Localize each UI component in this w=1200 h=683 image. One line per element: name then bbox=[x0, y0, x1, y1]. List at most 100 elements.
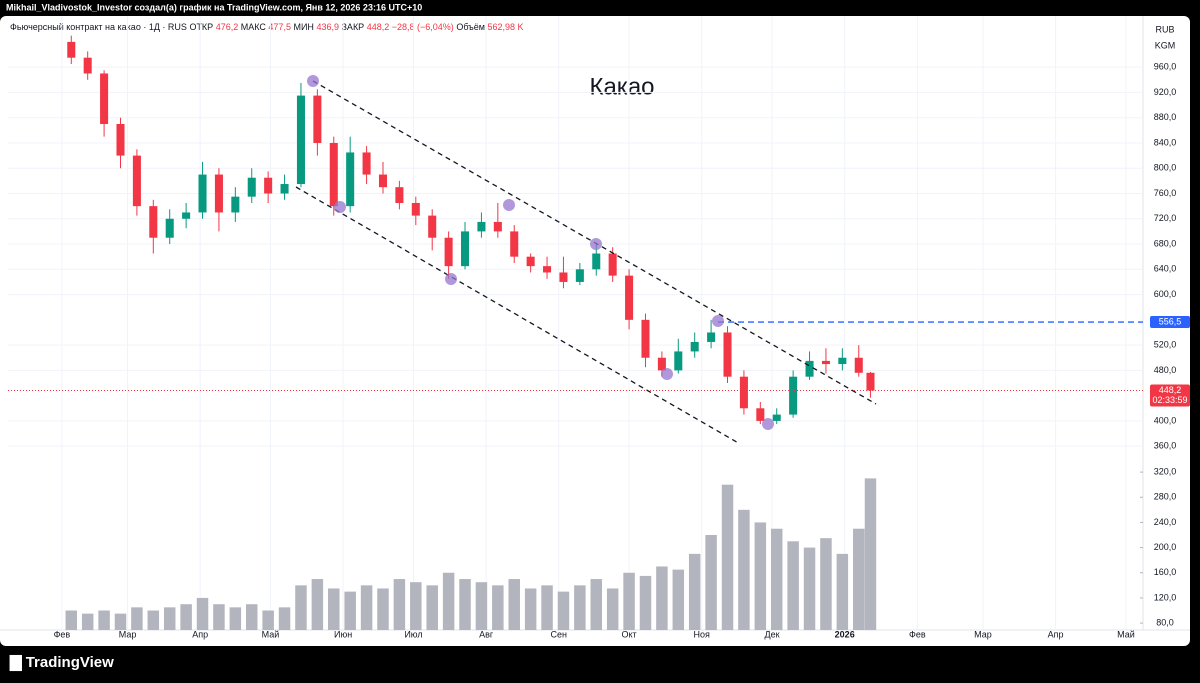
candle-body bbox=[838, 357, 847, 365]
y-tick-label: 800,0 bbox=[1154, 163, 1177, 173]
volume-bar bbox=[639, 575, 652, 630]
volume-bar bbox=[229, 607, 242, 630]
x-tick-label: Апр bbox=[1048, 629, 1064, 639]
volume-bar bbox=[278, 607, 291, 630]
price-label: 556,5 bbox=[1159, 316, 1182, 326]
volume-bar bbox=[295, 585, 307, 630]
x-tick-label: Дек bbox=[765, 629, 780, 639]
candle-body bbox=[739, 376, 748, 409]
candle-body bbox=[149, 206, 158, 238]
candle-body bbox=[625, 275, 634, 320]
volume-bar bbox=[721, 484, 734, 630]
brand-logo: ▇ TradingView bbox=[9, 654, 114, 672]
candle-body bbox=[132, 155, 141, 207]
volume-bar bbox=[213, 604, 225, 630]
marker bbox=[661, 368, 673, 380]
candle-body bbox=[608, 253, 617, 276]
y-tick-label: 480,0 bbox=[1154, 365, 1177, 375]
volume-bar bbox=[492, 585, 504, 630]
candle-body bbox=[214, 174, 223, 213]
candle-body bbox=[264, 177, 273, 194]
candle-body bbox=[100, 73, 109, 125]
trend-line bbox=[295, 186, 741, 445]
currency: RUB bbox=[1155, 24, 1174, 34]
candle-body bbox=[756, 408, 765, 421]
volume-bar bbox=[508, 579, 520, 630]
volume-tick-label: 200,0 bbox=[1154, 542, 1177, 552]
y-tick-label: 640,0 bbox=[1154, 264, 1177, 274]
volume-bar bbox=[672, 569, 685, 630]
y-tick-label: 720,0 bbox=[1154, 213, 1177, 223]
candle-body bbox=[575, 269, 584, 282]
y-tick-label: 600,0 bbox=[1154, 289, 1177, 299]
volume-bar bbox=[606, 588, 619, 630]
price-label-bg bbox=[1150, 316, 1190, 329]
marker bbox=[445, 273, 457, 285]
volume-bar bbox=[147, 610, 160, 630]
candle-body bbox=[165, 218, 174, 238]
volume-bar bbox=[688, 553, 701, 630]
legend-label: Объём bbox=[456, 22, 485, 32]
volume-bar bbox=[377, 588, 389, 630]
volume-tick-label: 80,0 bbox=[1156, 617, 1174, 627]
brand-name: TradingView bbox=[26, 654, 114, 671]
volume-tick-label: 320,0 bbox=[1154, 466, 1177, 476]
candle-body bbox=[789, 376, 798, 415]
candle-body bbox=[444, 237, 453, 267]
y-tick-label: 880,0 bbox=[1154, 112, 1177, 122]
volume-bar bbox=[475, 582, 488, 630]
volume-bar bbox=[81, 613, 94, 630]
legend-label: МИН bbox=[293, 22, 313, 32]
x-tick-label: Ноя bbox=[694, 629, 711, 639]
candle-body bbox=[67, 41, 76, 58]
candle-body bbox=[247, 177, 256, 197]
candle-body bbox=[592, 253, 601, 270]
candle-body bbox=[559, 272, 568, 282]
candle-body bbox=[362, 152, 371, 175]
y-tick-label: 400,0 bbox=[1154, 415, 1177, 425]
x-tick-label: Фев bbox=[909, 629, 926, 639]
legend-label: ЗАКР bbox=[342, 22, 365, 32]
candle-body bbox=[378, 174, 388, 188]
candle-body bbox=[543, 266, 552, 273]
volume-bar bbox=[442, 572, 455, 630]
volume-tick-label: 240,0 bbox=[1154, 517, 1177, 527]
volume-bar bbox=[114, 613, 127, 630]
candle-body bbox=[723, 332, 732, 377]
volume-bar bbox=[836, 553, 849, 630]
candle-body bbox=[83, 57, 92, 74]
x-tick-label: Июн bbox=[334, 629, 352, 639]
candle-body bbox=[460, 231, 470, 267]
candle-body bbox=[477, 221, 486, 232]
y-tick-label: 680,0 bbox=[1154, 238, 1177, 248]
candle-body bbox=[231, 196, 240, 213]
chart-panel bbox=[0, 16, 1190, 646]
volume-tick-label: 120,0 bbox=[1154, 592, 1177, 602]
marker bbox=[712, 315, 724, 327]
y-tick-label: 760,0 bbox=[1154, 188, 1177, 198]
x-tick-label: Июл bbox=[404, 629, 422, 639]
x-tick-label: Май bbox=[1117, 629, 1135, 639]
candle-body bbox=[395, 187, 404, 203]
candle-body bbox=[116, 124, 125, 156]
marker bbox=[334, 201, 346, 213]
marker bbox=[762, 418, 774, 430]
volume-bar bbox=[163, 607, 176, 630]
x-tick-label: Авг bbox=[479, 629, 494, 639]
candle-body bbox=[296, 95, 305, 185]
volume-bar bbox=[787, 541, 799, 630]
volume-bar bbox=[738, 509, 750, 630]
volume-bar bbox=[590, 579, 603, 630]
candle-body bbox=[346, 152, 355, 207]
volume-bar bbox=[656, 566, 668, 630]
legend-label: ОТКР bbox=[189, 22, 213, 32]
volume-bar bbox=[803, 547, 816, 630]
brand-icon: ▇ bbox=[9, 654, 26, 672]
volume-bar bbox=[705, 535, 717, 630]
price-label: 448,2 bbox=[1159, 385, 1182, 395]
candle-body bbox=[690, 341, 699, 352]
legend-value: 436,9 bbox=[316, 22, 339, 32]
marker bbox=[307, 75, 319, 87]
candle-body bbox=[707, 332, 716, 342]
y-tick-label: 920,0 bbox=[1154, 87, 1177, 97]
